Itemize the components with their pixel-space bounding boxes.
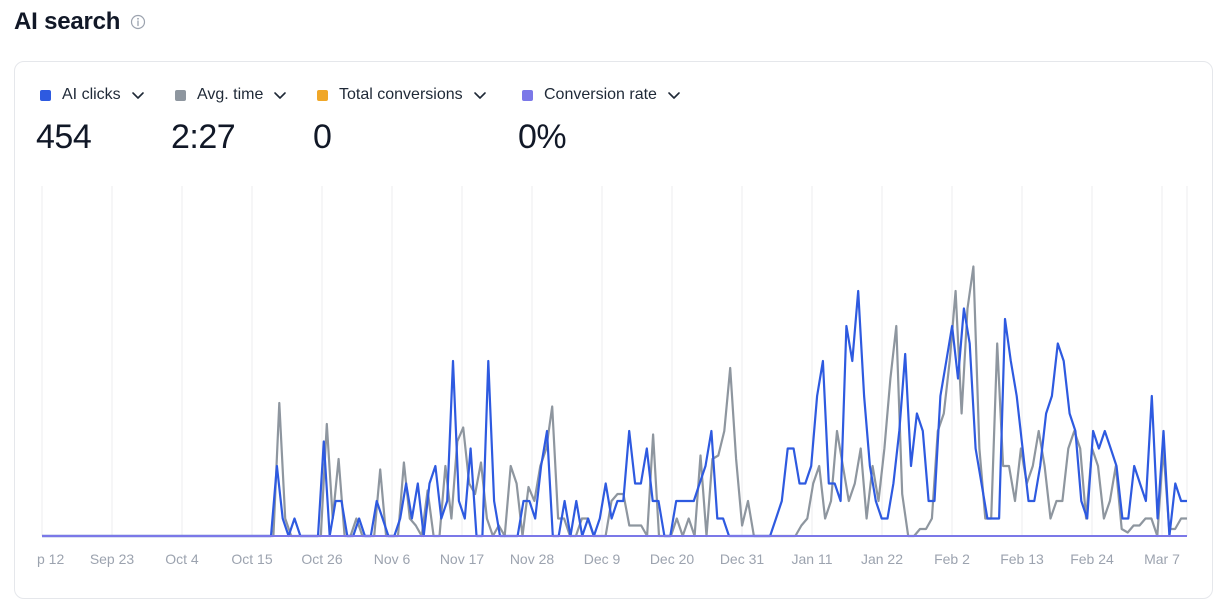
x-tick-label: Dec 31 [720, 551, 765, 567]
x-tick-label: Feb 24 [1070, 551, 1114, 567]
metric-value: 0% [518, 118, 567, 156]
x-tick-label: Jan 22 [861, 551, 903, 567]
metric-label: Avg. time [197, 86, 264, 103]
total-conversions-swatch [317, 89, 328, 101]
x-tick-label: Oct 26 [301, 551, 342, 567]
chevron-down-icon [473, 92, 486, 99]
metric-ai-clicks: AI clicks 454 [36, 82, 145, 157]
metric-conversion-rate-selector[interactable]: Conversion rate [522, 82, 681, 108]
x-tick-label: Jan 11 [792, 551, 833, 567]
metric-conversion-rate: Conversion rate 0% [518, 82, 681, 157]
x-tick-label: Mar 7 [1144, 551, 1180, 567]
x-tick-label: p 12 [37, 551, 64, 567]
chevron-down-icon [131, 92, 144, 99]
x-tick-label: Nov 28 [510, 551, 555, 567]
metric-total-conversions: Total conversions 0 [313, 82, 487, 157]
metric-total-conversions-selector[interactable]: Total conversions [317, 82, 487, 108]
x-tick-label: Dec 20 [650, 551, 695, 567]
metric-value: 454 [36, 118, 92, 156]
series-line-avg-time [42, 265, 1187, 538]
x-tick-label: Oct 4 [165, 551, 199, 567]
x-tick-label: Feb 13 [1000, 551, 1044, 567]
x-tick-label: Oct 15 [231, 551, 272, 567]
metric-value: 0 [313, 118, 332, 156]
page-title: AI search [14, 8, 121, 35]
line-chart: p 12 Sep 23 Oct 4 Oct 15 Oct 26 Nov 6 Nov 17 No… [37, 186, 1188, 567]
metric-label: Conversion rate [544, 86, 657, 103]
x-tick-label: Feb 2 [934, 551, 970, 567]
avg-time-swatch [175, 89, 186, 101]
chevron-down-icon [668, 92, 680, 99]
x-tick-label: Nov 6 [374, 551, 411, 567]
chevron-down-icon [274, 92, 287, 99]
conversion-rate-swatch [522, 89, 533, 101]
page-header: AI search [14, 8, 146, 36]
x-tick-label: Sep 23 [90, 551, 135, 567]
metric-label: AI clicks [62, 86, 121, 103]
ai-search-card: AI clicks 454 Avg. time 2:27 Total conve… [14, 61, 1213, 599]
metric-avg-time: Avg. time 2:27 [171, 82, 287, 157]
metric-label: Total conversions [339, 86, 463, 103]
x-tick-label: Dec 9 [584, 551, 621, 567]
metric-avg-time-selector[interactable]: Avg. time [175, 82, 287, 108]
metric-value: 2:27 [171, 118, 236, 156]
metric-ai-clicks-selector[interactable]: AI clicks [40, 82, 145, 108]
ai-clicks-swatch [40, 89, 51, 101]
x-tick-label: Nov 17 [440, 551, 485, 567]
info-icon[interactable] [130, 14, 146, 30]
